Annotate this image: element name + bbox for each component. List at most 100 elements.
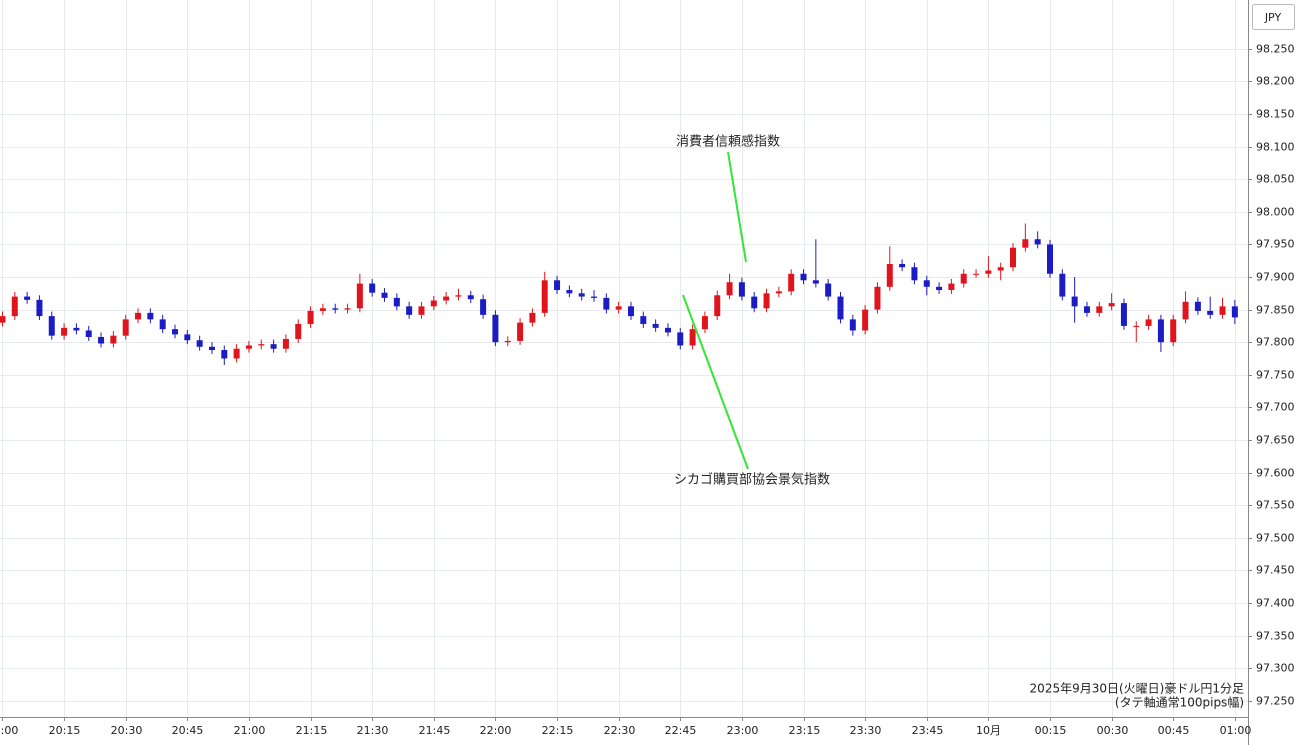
candle-body — [1133, 325, 1140, 327]
x-tick-label: 00:45 — [1158, 724, 1190, 737]
candle-body — [369, 283, 376, 293]
candle-body — [393, 297, 400, 307]
y-tick-label: 98.050 — [1256, 173, 1295, 186]
candle-body — [85, 330, 92, 337]
candle-body — [196, 340, 203, 347]
candle-body — [443, 296, 450, 301]
candle-body — [73, 327, 80, 331]
candle-body — [837, 296, 844, 320]
annotation: シカゴ購買部協会景気指数 — [674, 472, 830, 488]
candle-body — [517, 322, 524, 341]
candle-body — [1059, 273, 1066, 297]
candle-body — [714, 295, 721, 317]
candle-body — [270, 344, 277, 349]
candle-body — [122, 319, 129, 336]
currency-label: JPY — [1264, 11, 1282, 24]
candle-body — [1034, 239, 1041, 245]
candle-body — [307, 310, 314, 324]
y-tick-label: 98.100 — [1256, 141, 1295, 154]
x-tick-label: 23:15 — [789, 724, 821, 737]
candle-body — [455, 295, 462, 297]
candle-body — [418, 306, 425, 315]
candle-body — [997, 267, 1004, 271]
candle-body — [258, 344, 265, 346]
candle-body — [492, 314, 499, 343]
y-tick-label: 97.600 — [1256, 467, 1295, 480]
candle-body — [1194, 301, 1201, 311]
x-tick-label: 00:30 — [1097, 724, 1129, 737]
candle-body — [1022, 239, 1029, 248]
candle-body — [960, 273, 967, 284]
candle-body — [849, 319, 856, 331]
y-tick-label: 97.400 — [1256, 597, 1295, 610]
candle-body — [615, 306, 622, 310]
candle-body — [886, 263, 893, 287]
candle-body — [1083, 306, 1090, 313]
x-tick-label: 21:30 — [357, 724, 389, 737]
candle-body — [627, 306, 634, 317]
candle-body — [812, 280, 819, 284]
candle-body — [1207, 310, 1214, 315]
candle-body — [751, 296, 758, 309]
y-tick-label: 97.500 — [1256, 532, 1295, 545]
candle-body — [24, 296, 31, 300]
candle-body — [208, 346, 215, 351]
x-tick-label: 21:15 — [296, 724, 328, 737]
candle-body — [1046, 244, 1053, 274]
x-tick-label: 21:45 — [419, 724, 451, 737]
candle-body — [763, 293, 770, 309]
x-tick-label: 22:00 — [480, 724, 512, 737]
y-tick-label: 98.200 — [1256, 75, 1295, 88]
y-tick-label: 97.750 — [1256, 369, 1295, 382]
candle-body — [11, 296, 18, 317]
candle-body — [566, 290, 573, 294]
y-tick-label: 97.900 — [1256, 271, 1295, 284]
y-tick-label: 97.700 — [1256, 401, 1295, 414]
y-tick-label: 98.150 — [1256, 108, 1295, 121]
candle-body — [282, 338, 289, 349]
y-tick-label: 97.800 — [1256, 336, 1295, 349]
y-tick-label: 98.250 — [1256, 43, 1295, 56]
candle-body — [381, 292, 388, 298]
candle-body — [825, 283, 832, 297]
annotation-line — [727, 151, 747, 263]
y-tick-label: 97.350 — [1256, 630, 1295, 643]
candle-body — [344, 308, 351, 310]
currency-box — [1252, 4, 1295, 30]
candle-body — [862, 309, 869, 331]
candle-body — [36, 299, 43, 317]
candle-body — [184, 334, 191, 341]
x-tick-label: 20:00 — [0, 724, 18, 737]
candle-body — [332, 308, 339, 310]
y-tick-label: 97.300 — [1256, 662, 1295, 675]
candle-body — [923, 280, 930, 287]
candle-body — [726, 282, 733, 296]
candle-body — [529, 312, 536, 323]
candle-body — [1145, 319, 1152, 326]
candle-body — [1182, 301, 1189, 320]
candle-body — [541, 280, 548, 313]
candle-body — [936, 286, 943, 291]
x-tick-label: 21:00 — [234, 724, 266, 737]
candle-body — [61, 327, 68, 336]
y-tick-label: 97.550 — [1256, 499, 1295, 512]
y-tick-label: 97.250 — [1256, 695, 1295, 708]
candle-body — [664, 327, 671, 333]
x-tick-label: 20:30 — [111, 724, 143, 737]
x-tick-label: 10月 — [976, 724, 1001, 737]
y-tick-label: 97.850 — [1256, 304, 1295, 317]
candle-body — [603, 297, 610, 310]
candle-body — [788, 273, 795, 292]
candle-body — [480, 299, 487, 315]
candles — [0, 223, 1238, 366]
annotation-line — [682, 294, 749, 470]
candle-body — [98, 336, 105, 344]
candle-body — [135, 312, 142, 320]
candle-body — [48, 316, 55, 336]
candle-body — [1231, 306, 1238, 318]
candle-body — [738, 282, 745, 297]
x-tick-label: 01:00 — [1220, 724, 1252, 737]
x-tick-label: 22:45 — [665, 724, 697, 737]
annotation: 消費者信頼感指数 — [676, 134, 780, 150]
